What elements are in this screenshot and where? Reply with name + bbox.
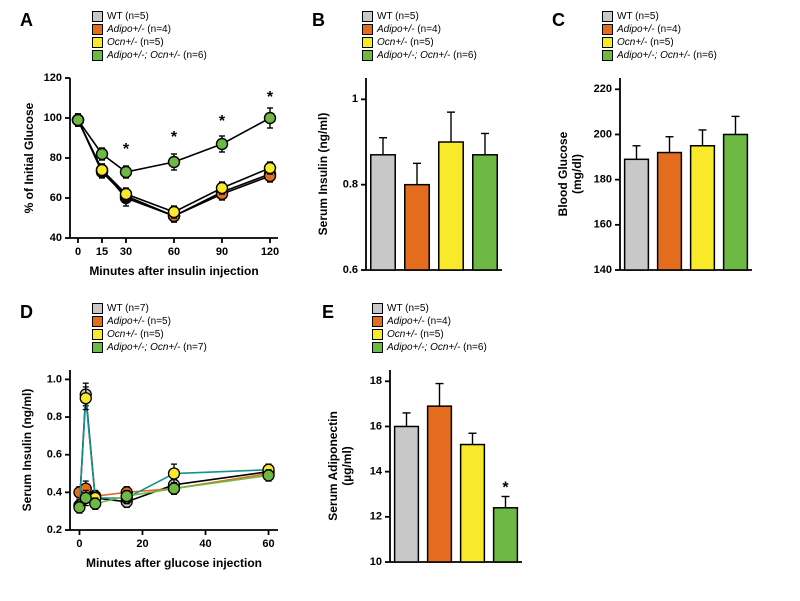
panel-a-legend: WT (n=5)Adipo+/- (n=4)Ocn+/- (n=5)Adipo+… — [92, 10, 207, 62]
svg-text:0: 0 — [76, 538, 82, 550]
svg-text:16: 16 — [370, 420, 382, 432]
svg-text:10: 10 — [370, 556, 382, 568]
panel-d-label: D — [20, 302, 33, 323]
panel-c-legend: WT (n=5)Adipo+/- (n=4)Ocn+/- (n=5)Adipo+… — [602, 10, 717, 62]
svg-text:(mg/dl): (mg/dl) — [570, 154, 584, 194]
panel-c: C WT (n=5)Adipo+/- (n=4)Ocn+/- (n=5)Adip… — [550, 8, 790, 288]
panel-b: B WT (n=5)Adipo+/- (n=4)Ocn+/- (n=5)Adip… — [310, 8, 530, 288]
svg-text:1: 1 — [352, 93, 358, 105]
panel-e-legend: WT (n=5)Adipo+/- (n=4)Ocn+/- (n=5)Adipo+… — [372, 302, 487, 354]
svg-text:0.8: 0.8 — [47, 411, 62, 423]
svg-text:30: 30 — [120, 246, 132, 258]
svg-text:12: 12 — [370, 511, 382, 523]
svg-text:0.4: 0.4 — [47, 486, 63, 498]
svg-text:0.6: 0.6 — [343, 264, 358, 276]
svg-text:90: 90 — [216, 246, 228, 258]
svg-text:*: * — [171, 129, 178, 146]
svg-text:Serum Insulin (ng/ml): Serum Insulin (ng/ml) — [20, 389, 34, 512]
svg-text:Serum Adiponectin: Serum Adiponectin — [326, 411, 340, 521]
svg-text:*: * — [219, 113, 226, 130]
panel-d: D WT (n=7)Adipo+/- (n=5)Ocn+/- (n=5)Adip… — [10, 300, 290, 580]
svg-text:40: 40 — [199, 538, 211, 550]
svg-text:Minutes after glucose injectio: Minutes after glucose injection — [86, 556, 262, 570]
svg-text:Blood Glucose: Blood Glucose — [556, 131, 570, 216]
svg-text:200: 200 — [594, 128, 612, 140]
panel-b-legend: WT (n=5)Adipo+/- (n=4)Ocn+/- (n=5)Adipo+… — [362, 10, 477, 62]
panel-e-label: E — [322, 302, 334, 323]
svg-text:0.6: 0.6 — [47, 449, 62, 461]
svg-text:20: 20 — [136, 538, 148, 550]
svg-text:*: * — [267, 89, 274, 106]
panel-b-label: B — [312, 10, 325, 31]
svg-text:160: 160 — [594, 219, 612, 231]
svg-text:1.0: 1.0 — [47, 373, 62, 385]
svg-text:*: * — [502, 480, 509, 497]
svg-text:80: 80 — [50, 152, 62, 164]
panel-c-label: C — [552, 10, 565, 31]
svg-text:140: 140 — [594, 264, 612, 276]
svg-text:0.2: 0.2 — [47, 524, 62, 536]
svg-text:(µg/ml): (µg/ml) — [340, 446, 354, 486]
svg-text:14: 14 — [370, 466, 383, 478]
panel-a-label: A — [20, 10, 33, 31]
svg-text:15: 15 — [96, 246, 108, 258]
svg-text:120: 120 — [261, 246, 279, 258]
svg-text:60: 60 — [262, 538, 274, 550]
svg-text:0: 0 — [75, 246, 81, 258]
svg-text:40: 40 — [50, 232, 62, 244]
svg-text:Serum Insulin (ng/ml): Serum Insulin (ng/ml) — [316, 113, 330, 236]
svg-text:120: 120 — [44, 72, 62, 84]
svg-text:100: 100 — [44, 112, 62, 124]
svg-text:*: * — [123, 141, 130, 158]
panel-e: E WT (n=5)Adipo+/- (n=4)Ocn+/- (n=5)Adip… — [320, 300, 550, 580]
svg-text:60: 60 — [168, 246, 180, 258]
panel-d-legend: WT (n=7)Adipo+/- (n=5)Ocn+/- (n=5)Adipo+… — [92, 302, 207, 354]
svg-text:220: 220 — [594, 83, 612, 95]
svg-text:Minutes after insulin injectio: Minutes after insulin injection — [89, 264, 258, 278]
svg-text:% of Initial Glucose: % of Initial Glucose — [22, 102, 36, 213]
svg-text:0.8: 0.8 — [343, 179, 358, 191]
svg-text:18: 18 — [370, 375, 382, 387]
panel-a: A WT (n=5)Adipo+/- (n=4)Ocn+/- (n=5)Adip… — [10, 8, 290, 288]
svg-text:60: 60 — [50, 192, 62, 204]
svg-text:180: 180 — [594, 174, 612, 186]
